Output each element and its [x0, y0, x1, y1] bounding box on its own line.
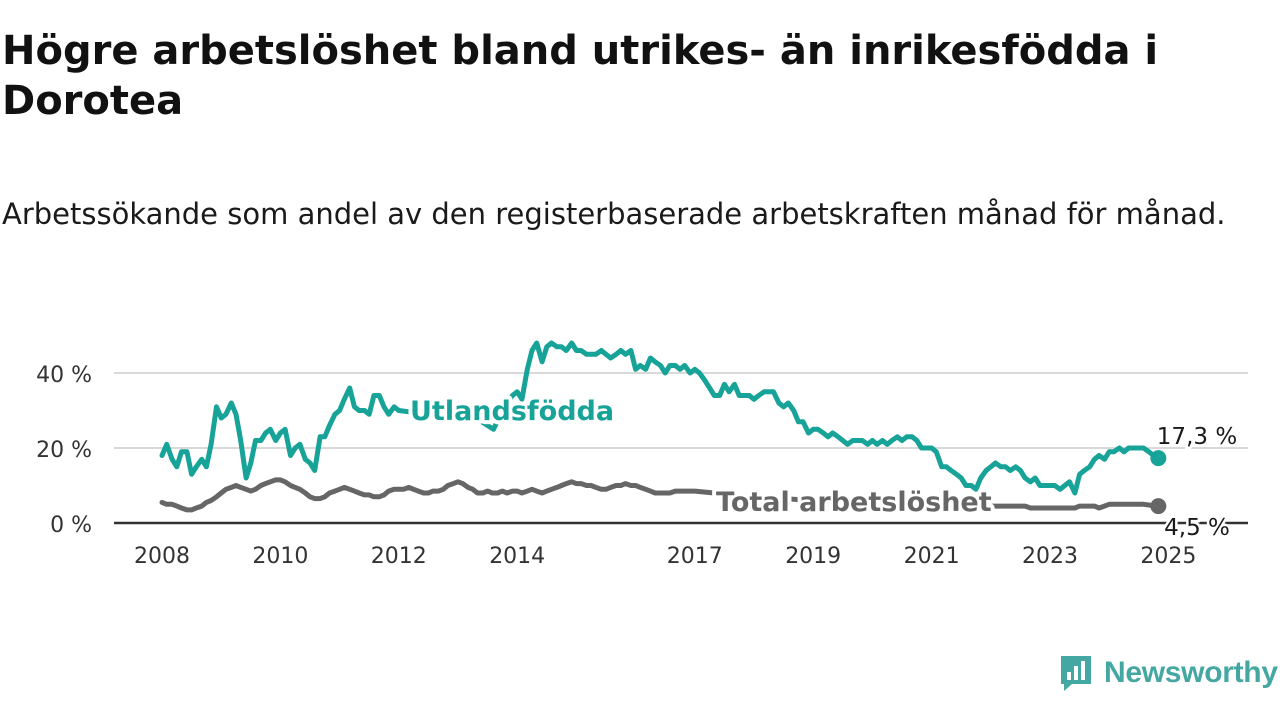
x-tick-label: 2023 — [1022, 544, 1078, 569]
total-end-marker — [1150, 498, 1167, 515]
x-tick-label: 2012 — [371, 544, 427, 569]
newsworthy-logo: Newsworthy — [1058, 653, 1278, 693]
newsworthy-logo-text: Newsworthy — [1104, 656, 1278, 689]
x-tick-label: 2017 — [667, 544, 723, 569]
x-tick-label: 2010 — [252, 544, 308, 569]
x-tick-label: 2014 — [489, 544, 545, 569]
x-tick-label: 2025 — [1140, 544, 1196, 569]
y-axis-ticks: 0 % 20 % 40 % — [36, 363, 92, 538]
total-value-label: 4,5 % — [1164, 515, 1230, 541]
x-tick-label: 2019 — [785, 544, 841, 569]
gridlines — [114, 372, 1248, 525]
newsworthy-logo-icon — [1061, 656, 1091, 691]
total-line — [159, 477, 1161, 513]
y-tick-label: 20 % — [36, 438, 92, 463]
x-tick-label: 2008 — [134, 544, 190, 569]
x-axis-ticks: 2008 2010 2012 2014 2017 2019 2021 2023 2025 — [134, 544, 1196, 569]
y-tick-label: 0 % — [50, 513, 92, 538]
utlandsfodda-end-marker — [1150, 450, 1167, 467]
series-labels: 17,3 % 4,5 % Utlandsfödda Total arbetslöshe… — [406, 392, 1240, 544]
y-tick-label: 40 % — [36, 363, 92, 388]
x-tick-label: 2021 — [904, 544, 960, 569]
utlandsfodda-line — [159, 340, 1161, 496]
chart-subtitle: Arbetssökande som andel av den registerb… — [2, 197, 1226, 231]
utlandsfodda-value-label: 17,3 % — [1157, 424, 1237, 450]
utlandsfodda-series-label: Utlandsfödda — [410, 396, 614, 427]
line-chart: 0 % 20 % 40 % 2008 2010 2012 2014 2017 2019 2021… — [36, 340, 1248, 569]
chart-title: Högre arbetslöshet bland utrikes- än inr… — [2, 28, 1159, 124]
total-series-label: Total arbetslöshet — [716, 487, 992, 518]
series-lines — [159, 340, 1167, 515]
